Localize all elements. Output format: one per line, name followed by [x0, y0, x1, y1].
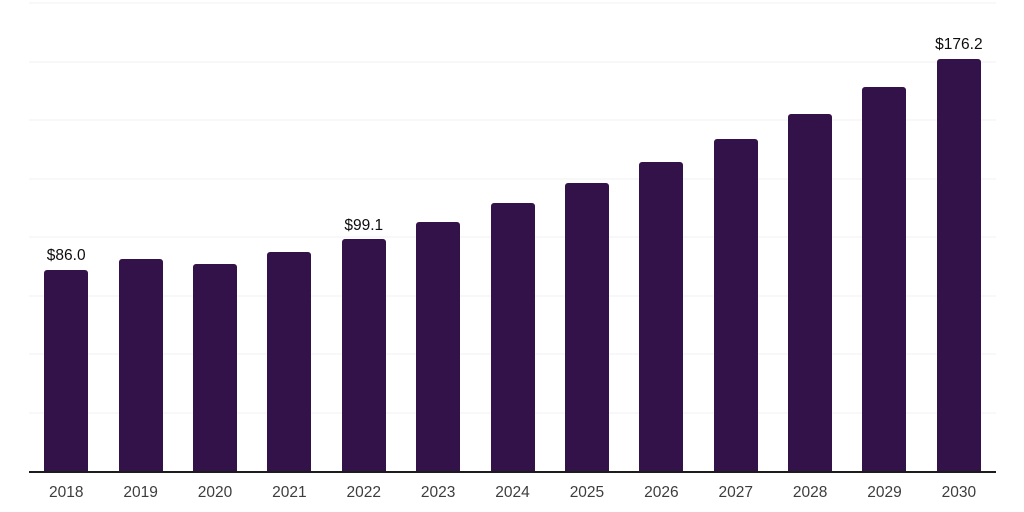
- x-axis-line: [29, 471, 996, 473]
- bar-slot-2028: [773, 3, 847, 471]
- bar-slot-2030: $176.2: [922, 3, 996, 471]
- bar-slot-2026: [624, 3, 698, 471]
- bar-2022: [341, 239, 386, 471]
- bar-2030: [936, 58, 981, 471]
- gridline-125: [29, 178, 996, 179]
- x-tick-label-2028: 2028: [792, 484, 828, 501]
- bar-value-label-2018: $86.0: [46, 247, 86, 265]
- bar-2027: [713, 138, 758, 471]
- bar-slot-2021: [252, 3, 326, 471]
- gridline-200: [29, 2, 996, 4]
- x-tick-label-2027: 2027: [718, 484, 753, 501]
- x-tick-label-2022: 2022: [346, 484, 381, 501]
- x-tick-label-2030: 2030: [941, 484, 977, 501]
- bar-2019: [118, 258, 163, 471]
- x-tick-label-2019: 2019: [123, 484, 158, 501]
- x-tick-label-2023: 2023: [420, 484, 456, 501]
- bar-2025: [564, 183, 609, 471]
- bar-slot-2023: [401, 3, 475, 471]
- gridline-175: [29, 61, 996, 62]
- x-tick-label-2025: 2025: [569, 484, 605, 501]
- bar-2028: [788, 114, 833, 471]
- bar-value-label-2022: $99.1: [344, 216, 384, 234]
- bar-2026: [639, 161, 684, 471]
- bar-slot-2029: [847, 3, 921, 471]
- bar-2018: [44, 269, 89, 471]
- bar-slot-2020: [178, 3, 252, 471]
- plot-area: $86.0 $99.1 $176.2: [29, 2, 996, 471]
- bar-value-label-2030: $176.2: [935, 36, 983, 54]
- bar-2021: [267, 252, 312, 471]
- gridline-150: [29, 119, 996, 121]
- x-tick-label-2029: 2029: [867, 484, 902, 501]
- bar-slot-2022: $99.1: [327, 3, 401, 471]
- bar-2029: [862, 87, 907, 471]
- bar-2020: [192, 263, 237, 471]
- x-tick-label-2018: 2018: [48, 484, 84, 501]
- bar-2023: [416, 221, 461, 471]
- bar-slot-2024: [475, 3, 549, 471]
- bar-slot-2019: [103, 3, 177, 471]
- x-tick-label-2021: 2021: [272, 484, 307, 501]
- bar-slot-2025: [550, 3, 624, 471]
- bar-slot-2027: [699, 3, 773, 471]
- bars-row: $86.0 $99.1 $176.2: [29, 3, 996, 471]
- x-tick-label-2020: 2020: [197, 484, 233, 501]
- x-axis-labels: 2018 2019 2020 2021 2022 2023 2024 2025 2026 2027…: [29, 482, 996, 504]
- x-tick-label-2026: 2026: [644, 484, 679, 501]
- bar-slot-2018: $86.0: [29, 3, 103, 471]
- x-tick-label-2024: 2024: [495, 484, 530, 501]
- bar-2024: [490, 203, 535, 471]
